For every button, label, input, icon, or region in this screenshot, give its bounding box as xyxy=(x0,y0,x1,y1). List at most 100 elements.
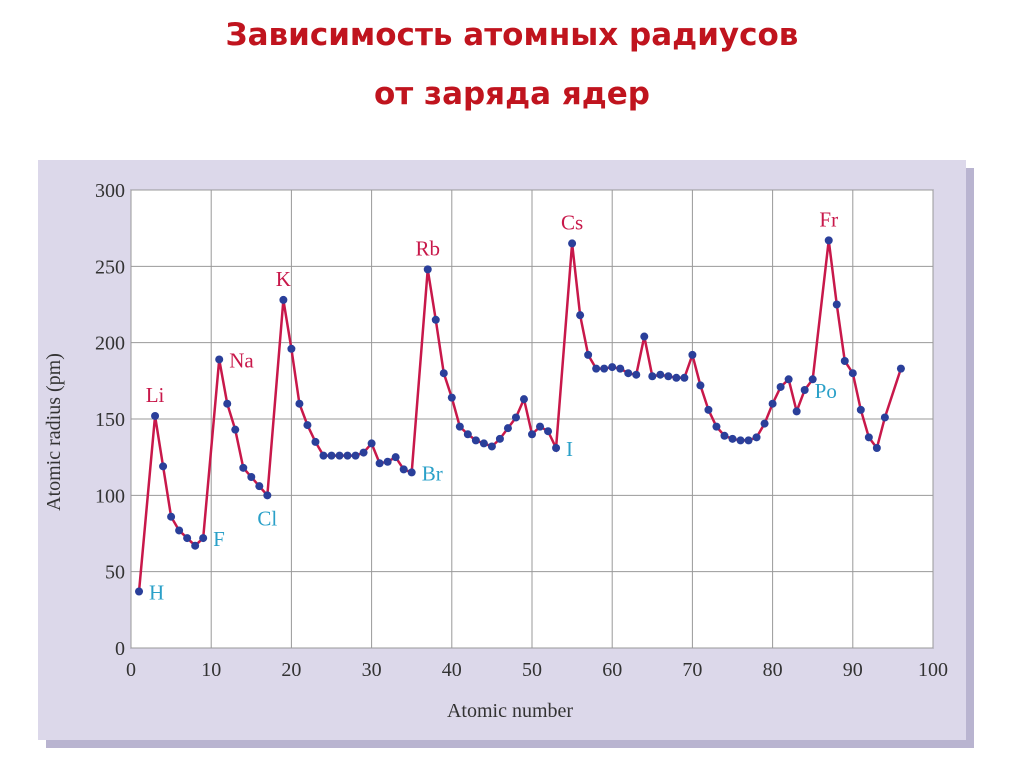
element-label: Br xyxy=(422,461,443,485)
x-tick-label: 100 xyxy=(918,659,948,681)
data-point xyxy=(327,451,336,460)
data-point xyxy=(391,453,400,462)
element-label: Fr xyxy=(819,207,838,231)
data-point xyxy=(776,382,785,391)
data-point xyxy=(383,457,392,466)
data-point xyxy=(728,434,737,443)
data-point xyxy=(880,413,889,422)
data-point xyxy=(487,442,496,451)
data-point xyxy=(688,350,697,359)
y-tick-label: 250 xyxy=(95,256,125,278)
element-label: Po xyxy=(815,379,837,403)
data-point xyxy=(239,463,248,472)
data-point xyxy=(519,395,528,404)
data-point xyxy=(848,369,857,378)
data-point xyxy=(536,422,545,431)
data-point xyxy=(159,462,168,471)
data-point xyxy=(447,393,456,402)
data-point xyxy=(720,431,729,440)
data-point xyxy=(303,421,312,430)
data-point xyxy=(864,433,873,442)
data-point xyxy=(231,425,240,434)
data-point xyxy=(423,265,432,274)
element-label: Li xyxy=(146,383,165,407)
y-tick-label: 200 xyxy=(95,333,125,355)
data-point xyxy=(503,424,512,433)
element-label: Na xyxy=(229,348,254,372)
data-point xyxy=(624,369,633,378)
data-point xyxy=(792,407,801,416)
data-point xyxy=(896,364,905,373)
y-tick-label: 50 xyxy=(105,562,125,584)
data-point xyxy=(359,448,368,457)
data-point xyxy=(544,427,553,436)
data-point xyxy=(768,399,777,408)
element-label: H xyxy=(149,581,164,605)
data-point xyxy=(367,439,376,448)
x-tick-label: 0 xyxy=(126,659,136,681)
data-point xyxy=(247,473,256,482)
data-point xyxy=(632,370,641,379)
data-point xyxy=(311,437,320,446)
x-tick-label: 40 xyxy=(442,659,462,681)
element-label: K xyxy=(276,267,291,291)
data-point xyxy=(808,375,817,384)
y-tick-label: 0 xyxy=(115,638,125,660)
data-point xyxy=(752,433,761,442)
data-point xyxy=(511,413,520,422)
data-point xyxy=(584,350,593,359)
data-point xyxy=(600,364,609,373)
data-point xyxy=(712,422,721,431)
data-point xyxy=(263,491,272,500)
element-label: F xyxy=(213,527,225,551)
data-point xyxy=(135,587,144,596)
data-point xyxy=(672,373,681,382)
data-point xyxy=(736,436,745,445)
data-point xyxy=(167,512,176,521)
data-point xyxy=(840,356,849,365)
data-point xyxy=(616,364,625,373)
element-label: Cs xyxy=(561,210,583,234)
data-point xyxy=(175,526,184,535)
data-point xyxy=(656,370,665,379)
data-point xyxy=(455,422,464,431)
data-point xyxy=(351,451,360,460)
data-point xyxy=(832,300,841,309)
data-point xyxy=(592,364,601,373)
data-point xyxy=(648,372,657,381)
data-point xyxy=(608,363,617,372)
data-point xyxy=(343,451,352,460)
data-point xyxy=(760,419,769,428)
data-point xyxy=(479,439,488,448)
data-point xyxy=(151,411,160,420)
data-point xyxy=(640,332,649,341)
data-point xyxy=(800,385,809,394)
y-axis-label: Atomic radius (pm) xyxy=(43,353,65,511)
data-point xyxy=(399,465,408,474)
title-line: Зависимость атомных радиусов xyxy=(226,17,799,53)
data-point xyxy=(279,295,288,304)
data-point xyxy=(407,468,416,477)
data-point xyxy=(704,405,713,414)
x-axis-label: Atomic number xyxy=(447,700,573,722)
x-tick-label: 70 xyxy=(682,659,702,681)
data-point xyxy=(215,355,224,364)
y-tick-label: 150 xyxy=(95,409,125,431)
data-point xyxy=(319,451,328,460)
element-label: I xyxy=(566,437,573,461)
data-point xyxy=(255,482,264,491)
data-point xyxy=(696,381,705,390)
data-point xyxy=(223,399,232,408)
element-label: Cl xyxy=(257,506,277,530)
data-point xyxy=(664,372,673,381)
data-point xyxy=(495,434,504,443)
data-point xyxy=(463,430,472,439)
data-point xyxy=(431,315,440,324)
data-point xyxy=(680,373,689,382)
x-tick-label: 50 xyxy=(522,659,542,681)
data-point xyxy=(295,399,304,408)
data-point xyxy=(784,375,793,384)
data-point xyxy=(335,451,344,460)
